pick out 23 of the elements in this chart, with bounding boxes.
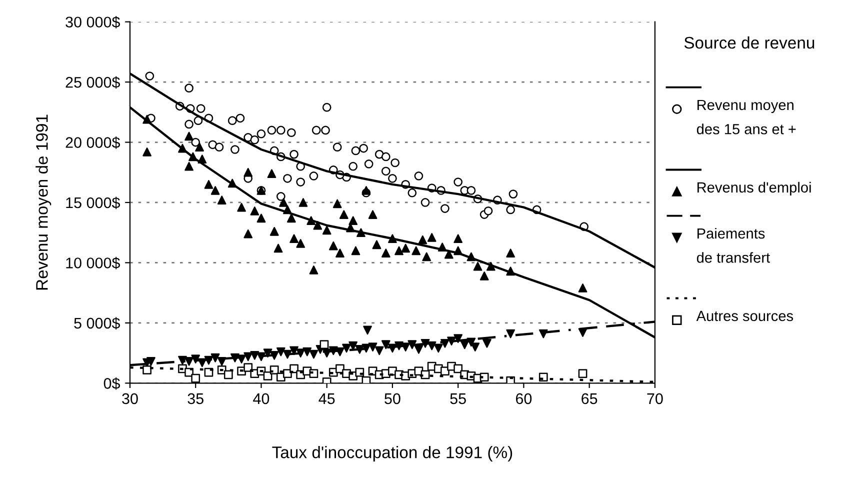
legend-label: Paiements de transfert xyxy=(696,228,770,263)
y-tick-label: 10 000$ xyxy=(66,256,120,270)
legend-label: Revenus d'emploi xyxy=(697,182,811,196)
x-tick-label: 70 xyxy=(647,393,663,404)
x-tick-label: 55 xyxy=(450,393,466,404)
y-tick-label: 15 000$ xyxy=(66,196,120,210)
y-tick-label: 5 000$ xyxy=(74,317,120,330)
x-tick-label: 50 xyxy=(384,393,400,404)
x-tick-label: 60 xyxy=(516,393,532,404)
y-tick-label: 0$ xyxy=(104,377,120,390)
x-tick-label: 30 xyxy=(122,393,138,404)
x-tick-label: 45 xyxy=(318,393,335,404)
legend-title: Source de revenu xyxy=(684,36,814,49)
x-tick-label: 35 xyxy=(188,393,204,404)
x-tick-label: 40 xyxy=(253,393,270,404)
x-axis-title: Taux d'inoccupation de 1991 (%) xyxy=(272,446,512,462)
y-tick-label: 20 000$ xyxy=(66,136,120,149)
legend-label: Revenu moyen des 15 ans et + xyxy=(696,100,796,134)
x-tick-label: 65 xyxy=(582,393,598,404)
y-tick-label: 30 000$ xyxy=(66,16,120,28)
y-axis-title: Revenu moyen de 1991 xyxy=(36,114,52,290)
y-tick-label: 25 000$ xyxy=(66,76,120,89)
legend-label: Autres sources xyxy=(696,310,794,322)
